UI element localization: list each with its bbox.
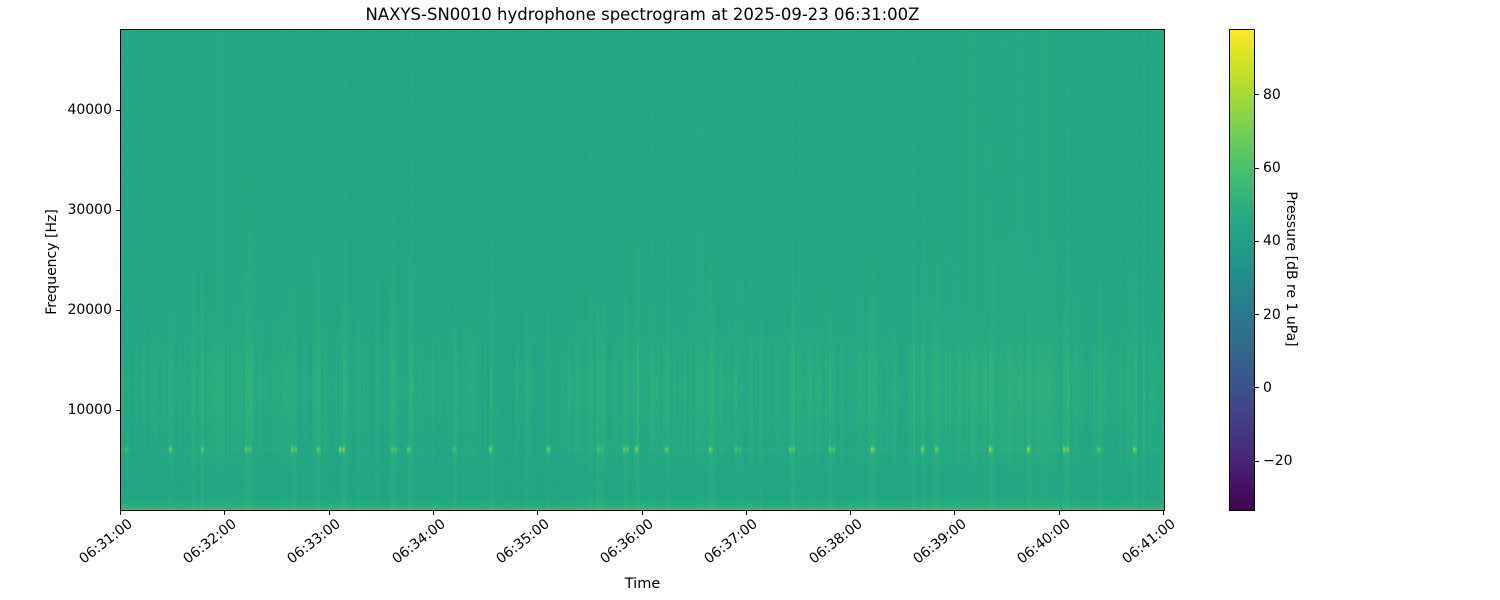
x-tick-mark bbox=[328, 511, 330, 515]
x-tick-mark bbox=[954, 511, 956, 515]
colorbar-tick-mark bbox=[1255, 167, 1259, 169]
x-tick-mark bbox=[224, 511, 226, 515]
colorbar-tick-label: 0 bbox=[1263, 379, 1272, 396]
colorbar-tick-mark bbox=[1255, 387, 1259, 389]
x-tick-mark bbox=[120, 511, 121, 515]
spectrogram-heatmap bbox=[121, 30, 1164, 510]
colorbar-tick-mark bbox=[1255, 94, 1259, 96]
x-tick-mark bbox=[1058, 511, 1060, 515]
x-tick-label: 06:35:00 bbox=[493, 516, 553, 568]
y-tick-mark bbox=[116, 109, 120, 111]
plot-area bbox=[120, 29, 1165, 511]
y-tick-mark bbox=[116, 309, 120, 311]
x-tick-mark bbox=[1163, 511, 1164, 515]
x-tick-label: 06:32:00 bbox=[180, 516, 240, 568]
x-tick-label: 06:37:00 bbox=[701, 516, 762, 568]
y-axis-label: Frequency [Hz] bbox=[44, 209, 60, 315]
y-tick-label: 20000 bbox=[67, 302, 112, 318]
y-tick-mark bbox=[116, 209, 120, 211]
colorbar-gradient bbox=[1230, 30, 1254, 510]
x-tick-label: 06:34:00 bbox=[388, 516, 449, 568]
y-tick-label: 30000 bbox=[67, 202, 112, 218]
x-tick-label: 06:31:00 bbox=[75, 516, 136, 568]
y-tick-label: 10000 bbox=[67, 402, 112, 418]
x-tick-mark bbox=[432, 511, 434, 515]
x-tick-mark bbox=[850, 511, 852, 515]
x-tick-label: 06:33:00 bbox=[284, 516, 344, 568]
x-tick-mark bbox=[641, 511, 643, 515]
colorbar-tick-label: 40 bbox=[1263, 233, 1281, 250]
x-tick-label: 06:40:00 bbox=[1014, 516, 1075, 568]
chart-title: NAXYS-SN0010 hydrophone spectrogram at 2… bbox=[365, 5, 920, 24]
x-tick-mark bbox=[537, 511, 539, 515]
colorbar-tick-mark bbox=[1255, 460, 1259, 462]
colorbar-label: Pressure [dB re 1 uPa] bbox=[1283, 191, 1299, 347]
x-tick-label: 06:38:00 bbox=[806, 516, 866, 568]
x-tick-label: 06:36:00 bbox=[597, 516, 657, 568]
y-tick-label: 40000 bbox=[67, 102, 112, 118]
x-tick-mark bbox=[745, 511, 747, 515]
x-tick-label: 06:41:00 bbox=[1118, 516, 1179, 568]
colorbar-tick-label: 20 bbox=[1263, 306, 1281, 323]
colorbar-tick-label: 80 bbox=[1263, 86, 1281, 103]
colorbar-tick-mark bbox=[1255, 240, 1259, 242]
x-axis-label: Time bbox=[624, 576, 661, 592]
colorbar-tick-label: 60 bbox=[1263, 160, 1281, 177]
y-tick-mark bbox=[116, 409, 120, 411]
colorbar-tick-mark bbox=[1255, 314, 1259, 316]
x-tick-label: 06:39:00 bbox=[910, 516, 970, 568]
colorbar bbox=[1229, 29, 1255, 511]
colorbar-tick-label: −20 bbox=[1263, 453, 1293, 470]
